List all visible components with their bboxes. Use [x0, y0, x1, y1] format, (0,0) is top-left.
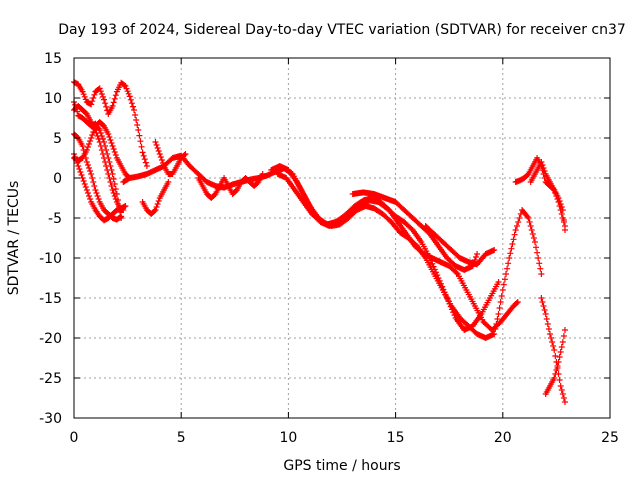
plus-markers: [195, 171, 266, 201]
series-trace-9: [274, 171, 521, 333]
y-tick-label: -5: [48, 211, 62, 227]
x-tick-label: 5: [177, 430, 186, 446]
x-tick-label: 10: [279, 430, 297, 446]
plot-frame: [73, 57, 611, 419]
plus-markers: [139, 179, 172, 217]
y-tick-label: 10: [44, 91, 62, 107]
x-tick-label: 15: [387, 430, 405, 446]
x-tick-label: 0: [70, 430, 79, 446]
series-trace-15: [542, 327, 568, 397]
y-tick-label: -30: [39, 411, 62, 427]
y-tick-label: 15: [44, 51, 62, 67]
x-tick-label: 25: [601, 430, 619, 446]
y-axis-label: SDTVAR / TECUs: [6, 181, 22, 296]
plus-markers: [542, 327, 568, 397]
plus-markers: [152, 139, 189, 177]
y-tick-label: -25: [39, 371, 62, 387]
plus-markers: [274, 171, 521, 333]
plus-markers: [349, 189, 481, 273]
series-trace-13: [527, 159, 568, 229]
y-tick-label: -15: [39, 291, 62, 307]
x-axis-label: GPS time / hours: [283, 458, 400, 474]
data-points-layer: [71, 79, 568, 405]
tick-layer: 0 5 10 15 20 25 15 10 5 0 -5 -10 -15 -20 -25 -30: [39, 51, 619, 446]
y-tick-label: -10: [39, 251, 62, 267]
plus-markers: [422, 223, 498, 268]
series-trace-10: [349, 189, 481, 273]
y-tick-label: -20: [39, 331, 62, 347]
chart-title: Day 193 of 2024, Sidereal Day-to-day VTE…: [58, 22, 626, 38]
series-trace-16: [139, 179, 172, 217]
y-tick-label: 5: [53, 131, 62, 147]
series-trace-18: [195, 171, 266, 201]
series-trace-11: [422, 223, 498, 268]
plus-markers: [527, 159, 568, 229]
x-tick-label: 20: [494, 430, 512, 446]
y-tick-label: 0: [53, 171, 62, 187]
series-trace-17: [152, 139, 189, 177]
